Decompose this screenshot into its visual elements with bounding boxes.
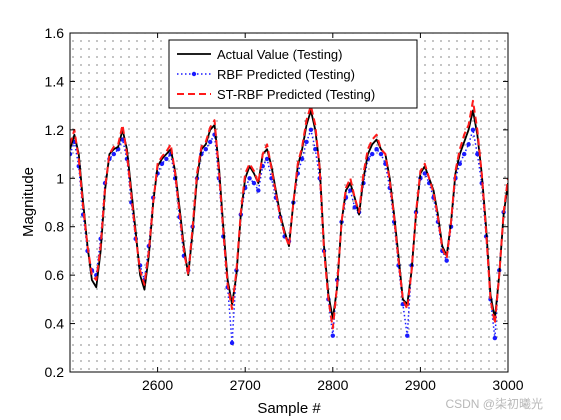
series-point-1 (111, 151, 117, 157)
y-tick-label: 1.2 (45, 122, 65, 138)
series-layer (70, 99, 508, 346)
series-point-1 (203, 147, 208, 152)
series-point-1 (374, 147, 379, 152)
legend-label-2: ST-RBF Predicted (Testing) (217, 87, 375, 102)
series-point-1 (470, 127, 476, 133)
series-point-1 (370, 151, 375, 157)
y-tick-label: 0.8 (45, 219, 65, 235)
plot-frame (69, 32, 509, 373)
series-point-1 (164, 156, 169, 162)
watermark: CSDN @柒初曦光 (445, 397, 543, 411)
ticks-layer: 2600 2700 2800 2900 3000 0.2 0.4 0.6 0.8 1 1.2 1.4 1… (45, 25, 524, 393)
series-point-1 (313, 147, 318, 152)
series-point-1 (308, 127, 314, 133)
series-point-1 (299, 156, 305, 162)
y-tick-label: 1 (56, 170, 64, 186)
series-point-1 (475, 151, 480, 157)
x-tick-label: 2900 (405, 377, 436, 393)
series-line-2 (70, 99, 508, 330)
series-point-1 (256, 188, 261, 193)
series-point-1 (247, 176, 252, 181)
series-point-1 (70, 151, 73, 157)
series-point-1 (466, 142, 471, 147)
series-point-1 (405, 333, 410, 338)
series-point-1 (462, 151, 467, 157)
legend: Actual Value (Testing) RBF Predicted (Tes… (168, 39, 418, 109)
x-tick-label: 3000 (492, 377, 523, 393)
y-tick-label: 1.6 (45, 25, 65, 41)
series-point-1 (251, 180, 257, 186)
series-point-1 (207, 139, 213, 145)
series-point-1 (229, 340, 235, 346)
legend-label-0: Actual Value (Testing) (217, 47, 343, 62)
y-axis-title: Magnitude (20, 167, 37, 237)
series-point-1 (492, 335, 498, 341)
y-tick-label: 0.6 (45, 267, 65, 283)
x-axis-title: Sample # (257, 400, 321, 417)
series-point-1 (304, 139, 309, 145)
x-tick-label: 2800 (317, 377, 348, 393)
y-tick-label: 0.2 (45, 364, 65, 380)
legend-marker-1 (191, 71, 197, 77)
y-tick-label: 1.4 (45, 73, 65, 89)
x-tick-label: 2700 (230, 377, 261, 393)
series-point-1 (159, 161, 165, 166)
series-point-1 (444, 258, 449, 263)
series-point-1 (330, 333, 335, 338)
y-tick-label: 0.4 (45, 316, 65, 332)
series-point-1 (422, 171, 427, 176)
legend-label-1: RBF Predicted (Testing) (217, 67, 355, 82)
series-point-1 (352, 205, 357, 210)
series-point-1 (264, 156, 270, 162)
series-point-1 (378, 151, 384, 157)
x-tick-label: 2600 (142, 377, 173, 393)
